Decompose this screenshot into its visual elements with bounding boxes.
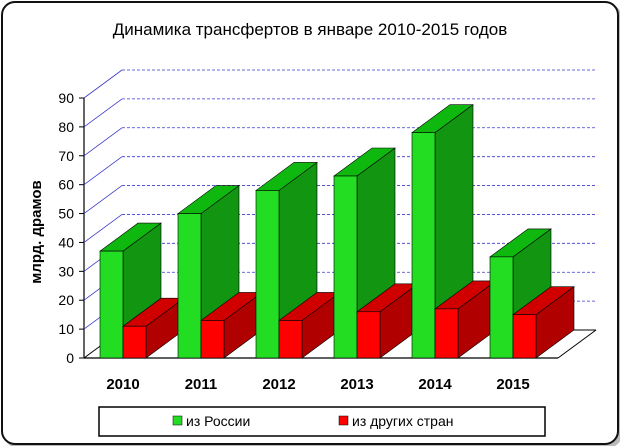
y-tick-label: 30: [58, 263, 74, 279]
x-tick-label: 2011: [185, 376, 218, 393]
y-tick-label: 90: [58, 90, 74, 106]
chart-title: Динамика трансфертов в январе 2010-2015 …: [113, 20, 508, 39]
bar-other-2014-front: [434, 308, 459, 359]
y-tick-label: 10: [58, 321, 74, 337]
y-tick-label: 40: [58, 234, 74, 250]
bar-other-2010: [122, 297, 185, 359]
bar-russia-2012-front: [255, 190, 280, 359]
x-axis-ticks: 2010 2011 2012 2013 2014 2015: [106, 376, 529, 393]
bar-russia-2011-front: [177, 213, 202, 359]
bar-other-2014: [434, 280, 497, 359]
grid-diagonal: [83, 156, 123, 185]
legend-label-russia: из России: [186, 413, 250, 429]
grid-diagonal: [83, 214, 123, 243]
y-tick-label: 80: [58, 119, 74, 135]
legend-swatch-russia: [172, 415, 183, 426]
bars: [99, 104, 575, 359]
bar-russia-2013-front: [333, 175, 358, 359]
bar-other-2010-front: [122, 325, 147, 359]
bar-other-2012: [278, 291, 341, 359]
x-tick-label: 2013: [340, 376, 373, 393]
bar-russia-2014-front: [411, 132, 436, 359]
grid-diagonal: [83, 98, 123, 128]
x-tick-label: 2012: [262, 376, 295, 393]
y-tick-label: 70: [58, 148, 74, 164]
y-tick-label: 50: [58, 206, 74, 222]
y-tick-label: 20: [58, 292, 74, 308]
x-tick-label: 2010: [106, 376, 139, 393]
legend: из России из других стран: [98, 406, 546, 437]
legend-box: [98, 406, 546, 437]
bar-other-2011-front: [200, 320, 225, 359]
y-tick-label: 60: [58, 177, 74, 193]
grid-diagonal: [83, 127, 123, 157]
bar-russia-2015-front: [489, 256, 514, 359]
bar-other-2012-front: [278, 320, 303, 359]
bar-other-2013-front: [356, 311, 381, 359]
y-axis-ticks: 0 10 20 30 40 50 60 70 80 90: [58, 90, 84, 366]
y-tick-label: 0: [66, 350, 74, 366]
floor-depth-right: [557, 329, 597, 359]
grid-diagonal: [83, 185, 123, 214]
bar-other-2015: [512, 286, 575, 359]
bar-other-2015-front: [512, 314, 537, 359]
x-tick-label: 2015: [496, 376, 529, 393]
grid-diagonal: [83, 69, 123, 99]
legend-label-other: из других стран: [352, 413, 453, 429]
x-tick-label: 2014: [418, 376, 452, 393]
y-axis-label: млрд. драмов: [28, 180, 45, 284]
bar-russia-2010-front: [99, 250, 124, 359]
legend-swatch-other: [338, 415, 349, 426]
